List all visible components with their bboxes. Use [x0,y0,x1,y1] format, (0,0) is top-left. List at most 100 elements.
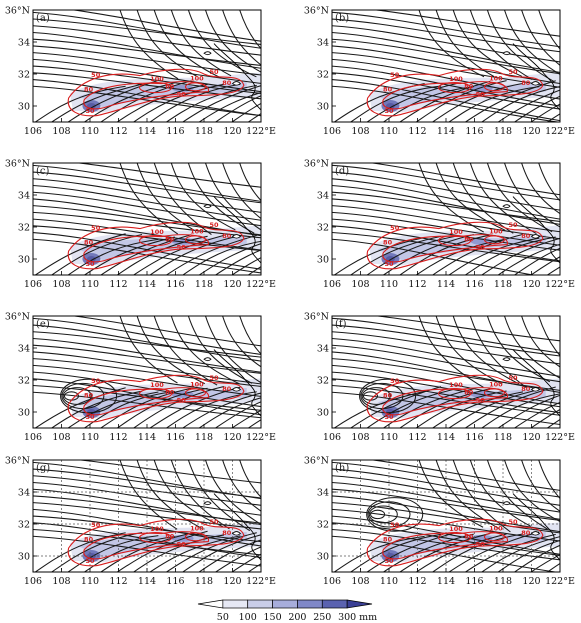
contour-label: 50 [177,540,187,548]
y-tick-label: 30 [317,255,329,266]
streamline [332,32,560,73]
streamline [382,533,474,572]
colorbar-segment [272,599,298,609]
contour-label: 50 [390,377,400,385]
rain-contours [366,68,544,117]
colorbar-segment [197,599,224,609]
streamline [332,317,560,354]
streamline [76,460,261,484]
streamline [349,85,442,122]
rain-contours [366,374,544,423]
streamline [67,535,159,572]
streamline [332,378,560,414]
streamline [247,563,261,572]
lake-outline [530,234,541,239]
y-tick-label: 36°N [5,159,30,170]
streamline [372,10,560,37]
streamline [33,371,261,408]
contour-label: 50 [91,377,101,385]
streamline [187,460,251,532]
streamline [382,233,474,275]
streamline [132,83,225,122]
contour-label: 100 [190,524,204,532]
streamline [187,316,253,384]
contour-label: 50 [508,518,518,526]
streamline [50,531,143,572]
streamline [33,338,261,373]
x-tick-label: 108 [52,279,70,290]
contour-label: 80 [84,536,94,544]
contour-label: 50 [85,107,95,115]
y-tick-label: 34 [18,488,30,499]
x-tick-label: 112 [408,126,426,137]
x-tick-label: 114 [138,126,156,137]
contour-label: 80 [383,239,393,247]
streamline [181,85,261,122]
x-tick-label: 106 [323,576,341,587]
streamline [546,562,560,572]
streamline [33,475,261,506]
coastline [512,196,560,264]
streamline [247,419,261,428]
lake-outline [502,51,511,56]
contour-80 [83,531,209,560]
streamline [33,18,261,45]
x-tick-label: 110 [380,432,398,443]
x-tick-label: 110 [81,279,99,290]
contour-80 [83,387,209,416]
streamline [464,386,556,428]
streamline [332,85,560,122]
x-tick-label: 116 [465,126,483,137]
vortex-streamline [368,505,398,524]
y-tick-label: 34 [18,191,30,202]
x-tick-label: 122°E [246,126,276,137]
x-tick-label: 112 [408,576,426,587]
contour-50 [67,518,245,567]
contour-label: 100 [489,524,503,532]
streamline [99,80,192,122]
x-tick-label: 120 [522,576,540,587]
streamline [181,534,261,572]
streamline [469,316,527,388]
contour-label: 80 [84,86,94,94]
streamline [332,331,560,365]
x-tick-label: 120 [522,432,540,443]
streamline [33,72,261,100]
streamline [170,316,240,385]
contour-label: 80 [165,532,175,540]
contour-80 [382,234,508,263]
contour-label: 80 [521,385,531,393]
streamline [33,85,261,117]
contour-label: 50 [476,243,486,251]
streamline [149,235,241,275]
y-tick-label: 32 [317,376,329,387]
x-tick-label: 122°E [545,279,575,290]
vortex-streamline [361,387,391,405]
x-tick-label: 106 [24,126,42,137]
streamline [486,316,551,383]
lake-outline [231,387,242,392]
x-tick-label: 116 [465,432,483,443]
panel-label: (c) [36,166,50,177]
x-tick-label: 122°E [545,432,575,443]
streamlines [33,460,261,572]
y-tick-label: 30 [18,255,30,266]
streamline [33,225,261,252]
streamline [116,83,208,122]
contour-label: 80 [521,79,531,87]
streamline [214,95,261,122]
streamline [33,358,261,387]
x-tick-label: 106 [323,126,341,137]
x-tick-label: 116 [465,576,483,587]
streamline [366,235,458,275]
streamline [521,460,560,512]
lake-outline [231,234,242,239]
x-tick-label: 120 [223,432,241,443]
x-tick-label: 114 [437,576,455,587]
streamlines [33,316,261,428]
streamline [204,10,261,73]
streamline [452,316,520,385]
streamline [382,388,474,428]
streamline [222,316,261,368]
